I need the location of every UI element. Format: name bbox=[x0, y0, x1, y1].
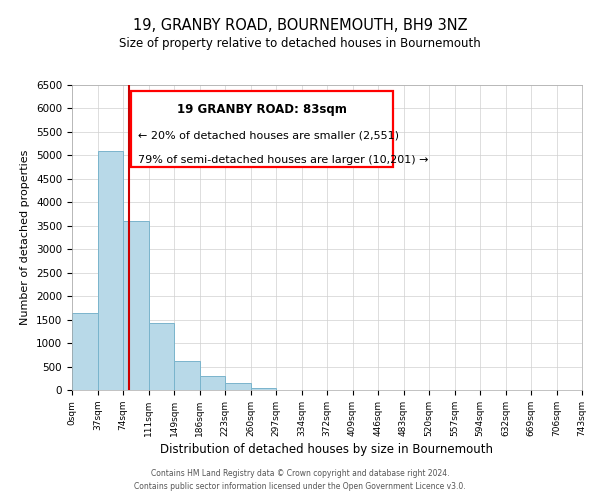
Bar bbox=[123, 221, 149, 390]
Text: 19 GRANBY ROAD: 83sqm: 19 GRANBY ROAD: 83sqm bbox=[177, 104, 347, 117]
Bar bbox=[225, 384, 251, 390]
Bar bbox=[251, 388, 276, 390]
Bar bbox=[199, 376, 225, 390]
FancyBboxPatch shape bbox=[131, 91, 394, 168]
Bar bbox=[72, 312, 97, 390]
Text: ← 20% of detached houses are smaller (2,551): ← 20% of detached houses are smaller (2,… bbox=[139, 130, 400, 141]
Bar bbox=[97, 150, 123, 390]
Text: Size of property relative to detached houses in Bournemouth: Size of property relative to detached ho… bbox=[119, 38, 481, 51]
Text: Contains public sector information licensed under the Open Government Licence v3: Contains public sector information licen… bbox=[134, 482, 466, 491]
X-axis label: Distribution of detached houses by size in Bournemouth: Distribution of detached houses by size … bbox=[161, 443, 493, 456]
Text: Contains HM Land Registry data © Crown copyright and database right 2024.: Contains HM Land Registry data © Crown c… bbox=[151, 468, 449, 477]
Text: 19, GRANBY ROAD, BOURNEMOUTH, BH9 3NZ: 19, GRANBY ROAD, BOURNEMOUTH, BH9 3NZ bbox=[133, 18, 467, 32]
Text: 79% of semi-detached houses are larger (10,201) →: 79% of semi-detached houses are larger (… bbox=[139, 155, 429, 165]
Y-axis label: Number of detached properties: Number of detached properties bbox=[20, 150, 31, 325]
Bar bbox=[174, 361, 199, 390]
Bar bbox=[149, 323, 174, 390]
